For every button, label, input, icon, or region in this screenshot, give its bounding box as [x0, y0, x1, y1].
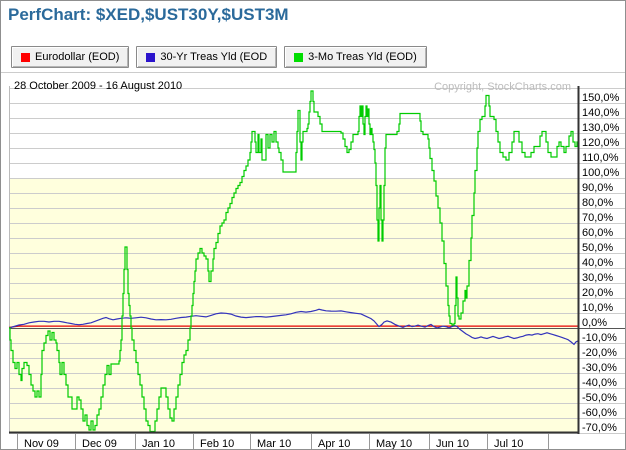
- y-axis-label: 120,0%: [582, 137, 620, 149]
- plot-band-above-100: [9, 86, 578, 178]
- x-axis-label: Mar 10: [257, 438, 291, 450]
- y-axis-label: 10,0%: [582, 302, 613, 314]
- y-axis-label: 60,0%: [582, 227, 613, 239]
- legend-label-30yr-treas-yld: 30-Yr Treas Yld (EOD: [160, 51, 268, 63]
- eurodollar-color-swatch-icon: [21, 52, 30, 62]
- x-axis-label: Jan 10: [142, 438, 175, 450]
- series-line-2: [9, 90, 578, 433]
- y-axis-label: 150,0%: [582, 92, 620, 104]
- legend-label-3mo-treas-yld: 3-Mo Treas Yld (EOD): [308, 51, 417, 63]
- legend-label-eurodollar: Eurodollar (EOD): [35, 51, 120, 63]
- y-axis-label: 30,0%: [582, 272, 613, 284]
- x-axis-label: May 10: [376, 438, 412, 450]
- y-axis-label: 130,0%: [582, 122, 620, 134]
- series-line-1: [9, 308, 578, 346]
- y-axis-label: -40,0%: [582, 377, 617, 389]
- x-axis-label: Dec 09: [82, 438, 117, 450]
- y-axis-label: 0,0%: [582, 317, 607, 329]
- y-axis-label: 50,0%: [582, 242, 613, 254]
- y-axis-label: -30,0%: [582, 362, 617, 374]
- header-divider: [1, 72, 625, 73]
- y-axis-label: 70,0%: [582, 212, 613, 224]
- treas3m-color-swatch-icon: [294, 52, 304, 62]
- y-axis-label: 110,0%: [582, 152, 619, 164]
- treas30y-color-swatch-icon: [146, 52, 156, 62]
- x-axis-label: Jul 10: [494, 438, 523, 450]
- legend-button-eurodollar[interactable]: Eurodollar (EOD): [11, 46, 130, 68]
- y-axis-label: -60,0%: [582, 407, 617, 419]
- legend-bar: Eurodollar (EOD) 30-Yr Treas Yld (EOD 3-…: [11, 46, 427, 68]
- y-axis-label: -10,0%: [582, 332, 617, 344]
- y-axis-label: 20,0%: [582, 287, 613, 299]
- y-axis-label: 40,0%: [582, 257, 613, 269]
- y-axis-label: -50,0%: [582, 392, 617, 404]
- x-axis-label: Jun 10: [436, 438, 469, 450]
- x-axis-label: Feb 10: [200, 438, 234, 450]
- page-title: PerfChart: $XED,$UST30Y,$UST3M: [8, 5, 289, 24]
- x-axis-label: Nov 09: [24, 438, 59, 450]
- y-axis-label: 140,0%: [582, 107, 620, 119]
- y-axis-label: -20,0%: [582, 347, 617, 359]
- date-range-label: 28 October 2009 - 16 August 2010: [14, 80, 183, 92]
- x-axis-label: Apr 10: [318, 438, 350, 450]
- copyright-label: Copyright, StockCharts.com: [434, 81, 571, 93]
- y-axis-label: 100,0%: [582, 167, 620, 179]
- y-axis-label: -70,0%: [582, 422, 617, 434]
- legend-button-30yr-treas-yld[interactable]: 30-Yr Treas Yld (EOD: [136, 46, 278, 68]
- plot-band-below-100: [9, 178, 578, 433]
- legend-button-3mo-treas-yld[interactable]: 3-Mo Treas Yld (EOD): [284, 46, 427, 68]
- y-axis-label: 90,0%: [582, 182, 613, 194]
- y-axis-label: 80,0%: [582, 197, 613, 209]
